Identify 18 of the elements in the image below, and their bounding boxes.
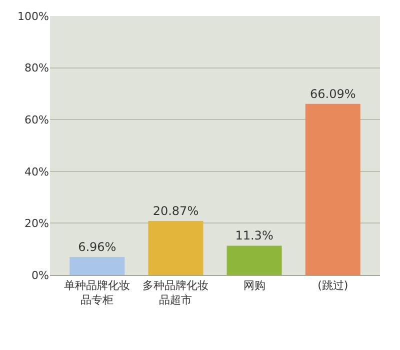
y-tick-label: 40% [24, 165, 49, 178]
bar [148, 220, 204, 275]
data-label: 11.3% [235, 228, 274, 243]
data-label: 20.87% [152, 204, 199, 218]
data-label: 66.09% [310, 86, 356, 101]
y-tick-label: 80% [24, 62, 49, 75]
bar [305, 104, 360, 275]
y-tick-label: 0% [32, 268, 49, 282]
x-tick-label: 单种品牌化妆品专柜 [64, 279, 130, 306]
x-tick-label: 网购 [243, 279, 266, 292]
x-tick-label: 多种品牌化妆品超市 [142, 279, 209, 306]
data-label: 6.96% [78, 240, 116, 254]
bar [226, 246, 282, 275]
y-tick-label: 20% [24, 217, 49, 230]
y-tick-label: 100% [18, 10, 49, 23]
bar [70, 256, 125, 275]
x-tick-label: (跳过) [318, 279, 348, 292]
y-tick-label: 60% [24, 113, 49, 126]
